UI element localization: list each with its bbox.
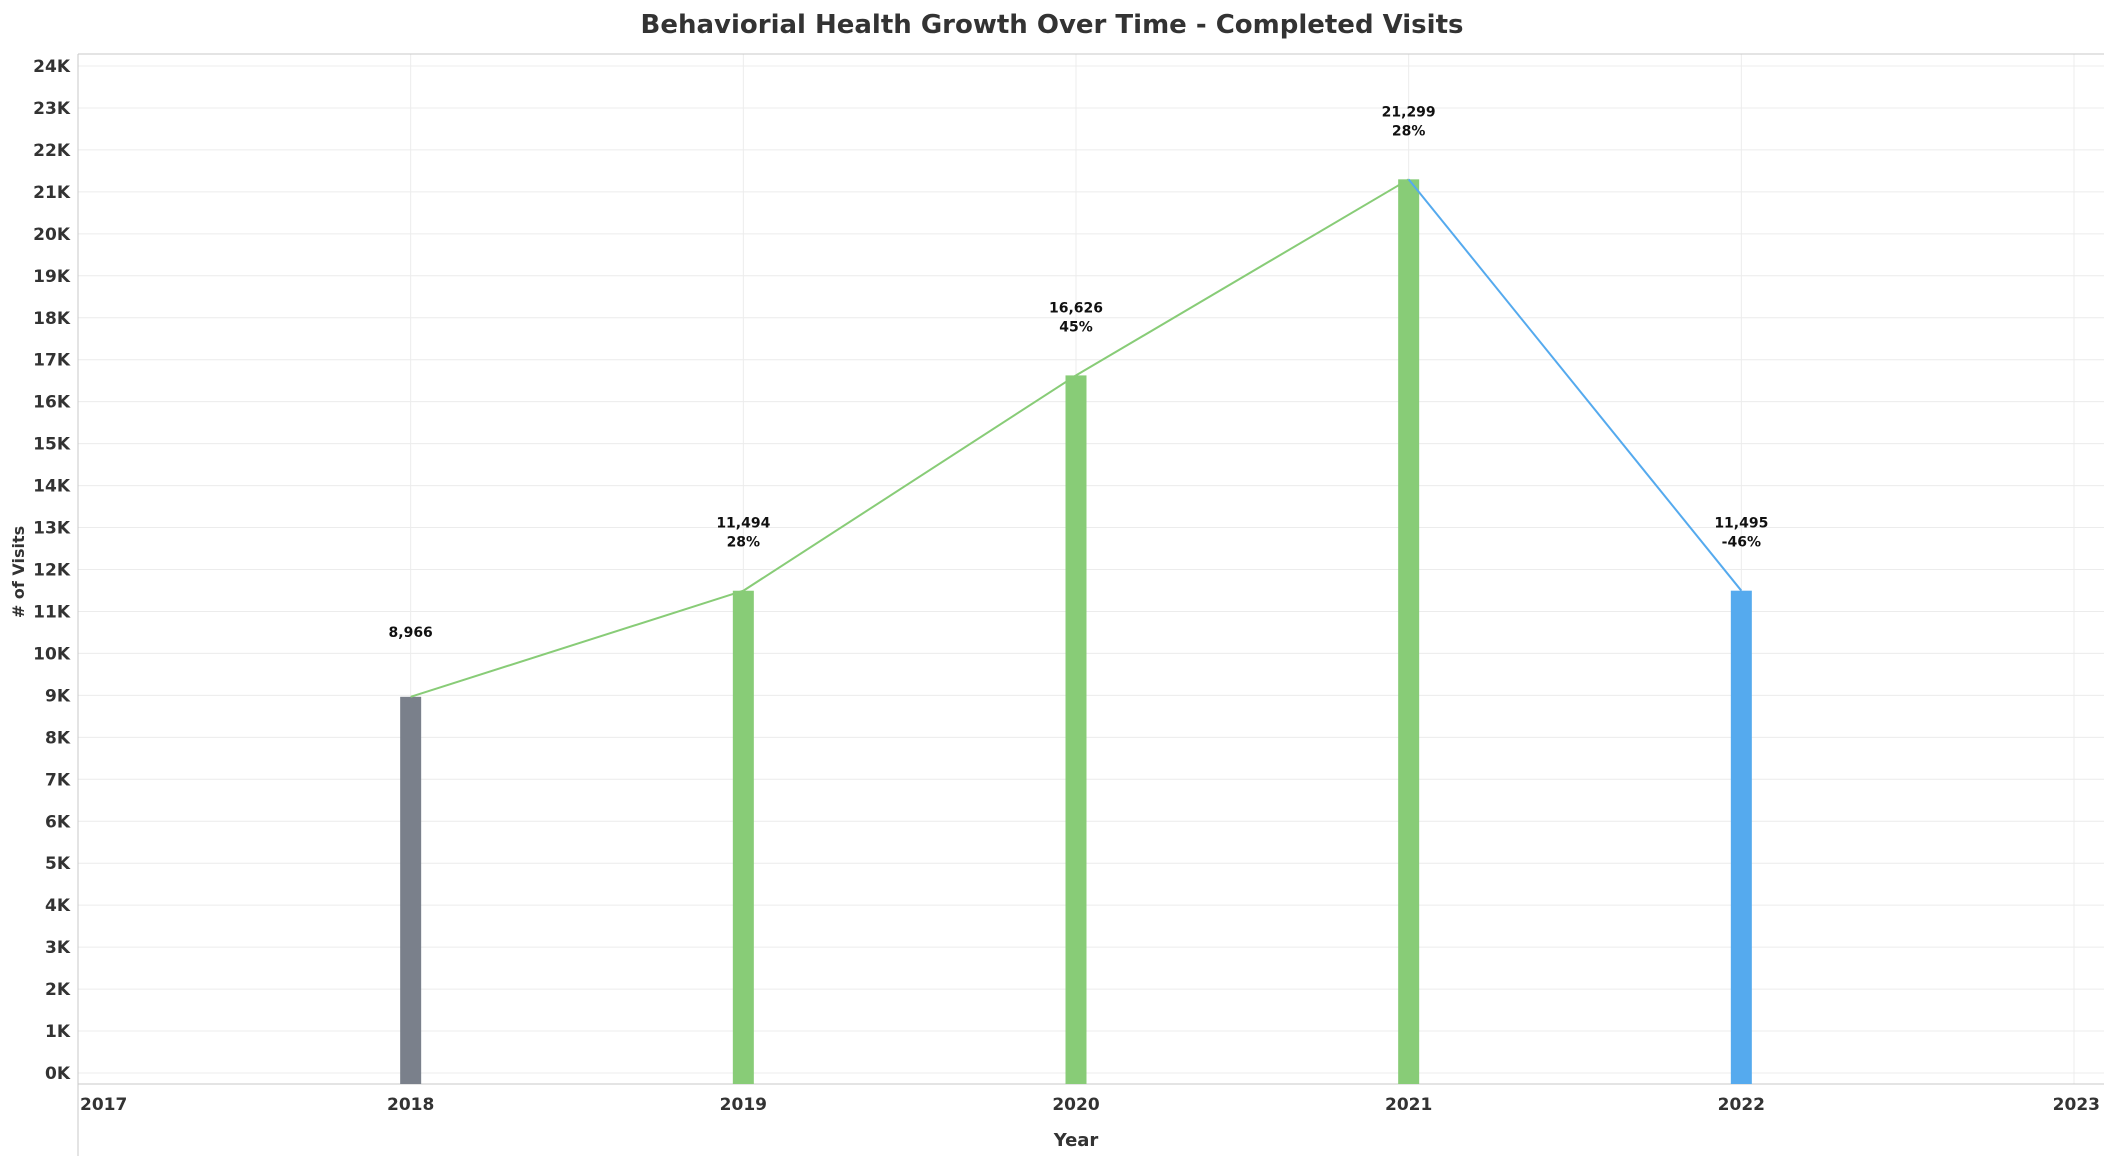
- y-tick-label: 21K: [33, 183, 71, 203]
- data-label-value: 11,494: [716, 516, 770, 532]
- y-tick-label: 18K: [33, 309, 71, 329]
- y-tick-label: 12K: [33, 561, 71, 581]
- x-tick-label: 2021: [1385, 1095, 1432, 1115]
- x-tick-label: 2020: [1052, 1095, 1099, 1115]
- grid-layer: [78, 54, 2104, 1084]
- y-tick-label: 0K: [45, 1064, 71, 1084]
- data-label-value: 16,626: [1049, 300, 1103, 316]
- bar-2018: [400, 696, 422, 1084]
- y-tick-label: 8K: [45, 728, 71, 748]
- trend-line-segment: [742, 374, 1077, 592]
- x-tick-label: 2018: [387, 1095, 434, 1115]
- y-tick-label: 3K: [45, 938, 71, 958]
- data-label-change: -46%: [1722, 535, 1761, 551]
- bar-layer: [400, 179, 1752, 1084]
- axis-layer: 0K 1K 2K 3K 4K 5K 6K 7K 8K 9K 10K 11K 12K 13K 14K 15K 16…: [33, 53, 2104, 1156]
- y-tick-label: 11K: [33, 602, 71, 622]
- y-tick-label: 5K: [45, 854, 71, 874]
- y-tick-label: 19K: [33, 267, 71, 287]
- trend-line-segment: [1075, 178, 1410, 377]
- y-tick-label: 9K: [45, 686, 71, 706]
- y-tick-label: 23K: [33, 99, 71, 119]
- bar-2021: [1398, 179, 1420, 1084]
- x-axis-title: Year: [1053, 1130, 1099, 1151]
- y-tick-label: 6K: [45, 812, 71, 832]
- y-tick-label: 22K: [33, 141, 71, 161]
- y-tick-label: 7K: [45, 770, 71, 790]
- data-label-value: 21,299: [1382, 104, 1436, 120]
- data-label-value: 11,495: [1714, 516, 1768, 532]
- y-tick-label: 13K: [33, 519, 71, 539]
- label-layer: 8,966 11,494 28% 16,626 45% 21,299 28% 11,495 -4…: [389, 104, 1769, 640]
- y-tick-label: 16K: [33, 393, 71, 413]
- bar-2019: [732, 590, 754, 1084]
- chart-title: Behaviorial Health Growth Over Time - Co…: [640, 10, 1464, 40]
- bar-2020: [1065, 375, 1087, 1084]
- bar-2022: [1730, 590, 1752, 1084]
- y-tick-label: 14K: [33, 477, 71, 497]
- y-tick-label: 1K: [45, 1022, 71, 1042]
- data-label-value: 8,966: [389, 625, 433, 641]
- x-tick-label: 2017: [80, 1095, 127, 1115]
- y-tick-label: 24K: [33, 57, 71, 77]
- trend-line-segment: [410, 589, 744, 698]
- y-tick-label: 2K: [45, 980, 71, 1000]
- y-axis-title: # of Visits: [9, 526, 28, 618]
- line-layer: [410, 178, 1743, 698]
- data-label-change: 45%: [1059, 319, 1093, 335]
- y-tick-label: 20K: [33, 225, 71, 245]
- y-tick-label: 4K: [45, 896, 71, 916]
- trend-line-segment: [1407, 178, 1743, 592]
- y-tick-label: 17K: [33, 351, 71, 371]
- x-tick-label: 2023: [2053, 1095, 2100, 1115]
- data-label-change: 28%: [1392, 123, 1426, 139]
- y-tick-label: 15K: [33, 435, 71, 455]
- data-label-change: 28%: [727, 535, 761, 551]
- y-tick-label: 10K: [33, 644, 71, 664]
- x-tick-label: 2019: [720, 1095, 767, 1115]
- x-tick-label: 2022: [1718, 1095, 1765, 1115]
